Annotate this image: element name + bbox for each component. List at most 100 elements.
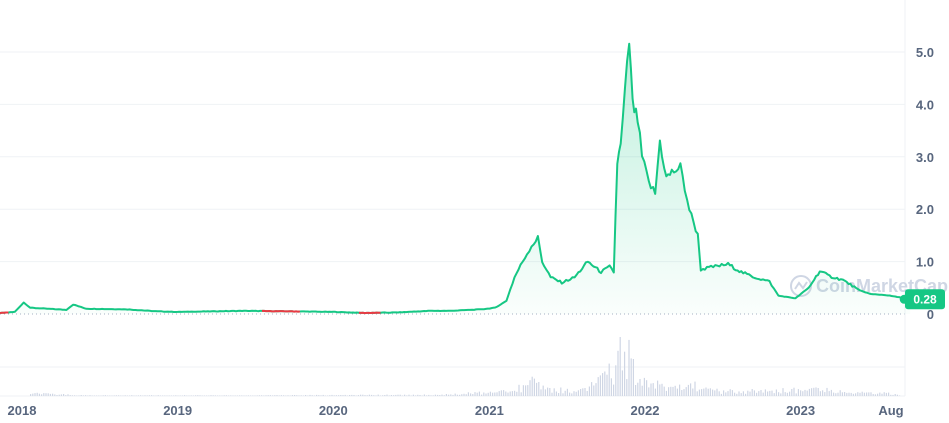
volume-bar	[841, 392, 843, 396]
volume-bar	[107, 395, 109, 396]
volume-bar	[518, 384, 520, 396]
volume-bar	[333, 395, 335, 396]
volume-bar	[234, 395, 236, 396]
volume-bar	[223, 395, 225, 396]
volume-bar	[668, 387, 670, 396]
volume-bar	[573, 391, 575, 396]
volume-bar	[626, 379, 628, 396]
volume-bar	[531, 376, 533, 396]
volume-bar	[243, 395, 245, 396]
volume-bar	[467, 392, 469, 396]
volume-bar	[124, 395, 126, 396]
volume-bar	[269, 395, 271, 396]
volume-bar	[672, 386, 674, 396]
volume-bar	[155, 395, 157, 396]
volume-bar	[399, 394, 401, 396]
volume-bar	[773, 393, 775, 396]
volume-bar	[377, 394, 379, 396]
x-tick-label-0: 2018	[8, 403, 37, 418]
volume-bar	[448, 394, 450, 396]
volume-bar	[670, 386, 672, 396]
volume-bar	[85, 395, 87, 396]
volume-bar	[707, 388, 709, 396]
volume-bar	[879, 392, 881, 396]
volume-bar	[80, 395, 82, 396]
volume-bar	[859, 392, 861, 396]
volume-bar	[153, 395, 155, 396]
volume-bar	[527, 385, 529, 396]
volume-bar	[247, 395, 249, 396]
volume-bar	[775, 389, 777, 396]
volume-bar	[896, 394, 898, 396]
volume-bar	[76, 395, 78, 396]
volume-bar	[606, 374, 608, 396]
volume-bar	[54, 394, 56, 396]
volume-bar	[760, 390, 762, 396]
volume-bar	[344, 394, 346, 396]
volume-bar	[663, 386, 665, 396]
volume-bar	[362, 394, 364, 396]
volume-bar	[485, 393, 487, 396]
x-tick-label-1: 2019	[163, 403, 192, 418]
volume-bar	[716, 388, 718, 396]
volume-bar	[608, 363, 610, 396]
volume-bar	[366, 395, 368, 396]
volume-bar	[771, 390, 773, 396]
volume-bar	[340, 395, 342, 396]
volume-bar	[357, 395, 359, 396]
volume-bar	[723, 390, 725, 396]
volume-bar	[595, 383, 597, 396]
volume-bar	[756, 392, 758, 396]
volume-bar	[274, 395, 276, 396]
volume-bar	[769, 390, 771, 396]
volume-bar	[91, 395, 93, 396]
volume-bar	[201, 395, 203, 396]
x-tick-label-2: 2020	[319, 403, 348, 418]
volume-bar	[263, 395, 265, 396]
volume-bar	[619, 337, 621, 396]
volume-bar	[267, 395, 269, 396]
volume-bar	[780, 393, 782, 396]
volume-bar	[276, 395, 278, 396]
volume-bar	[329, 395, 331, 396]
volume-bar	[245, 395, 247, 396]
volume-bar	[58, 394, 60, 396]
volume-bar	[822, 390, 824, 396]
volume-bar	[214, 395, 216, 396]
volume-bar	[294, 395, 296, 396]
volume-bar	[371, 394, 373, 396]
volume-bar	[375, 395, 377, 396]
price-area-fill	[0, 43, 911, 314]
volume-bar	[888, 392, 890, 396]
volume-bar	[648, 387, 650, 396]
volume-bar	[327, 395, 329, 396]
volume-bar	[272, 395, 274, 396]
volume-bar	[762, 392, 764, 396]
volume-bar	[104, 395, 106, 396]
volume-bar	[588, 386, 590, 396]
volume-bar	[525, 385, 527, 396]
volume-bar	[115, 395, 117, 396]
volume-bar	[758, 391, 760, 396]
volume-bar	[560, 387, 562, 396]
volume-bar	[368, 394, 370, 396]
volume-bar	[727, 391, 729, 396]
volume-bar	[186, 395, 188, 396]
volume-bar	[228, 395, 230, 396]
volume-bar	[870, 392, 872, 396]
volume-bar	[298, 395, 300, 396]
volume-bar	[575, 391, 577, 396]
volume-bar	[109, 395, 111, 396]
volume-bar	[285, 395, 287, 396]
volume-bar	[395, 394, 397, 396]
volume-bar	[738, 391, 740, 396]
volume-bar	[848, 392, 850, 396]
volume-bar	[203, 395, 205, 396]
volume-bar	[217, 395, 219, 396]
volume-bar	[804, 389, 806, 396]
volume-bar	[742, 391, 744, 396]
volume-bar	[74, 395, 76, 396]
volume-bar	[287, 395, 289, 396]
volume-bar	[731, 390, 733, 396]
volume-bar	[71, 395, 73, 396]
